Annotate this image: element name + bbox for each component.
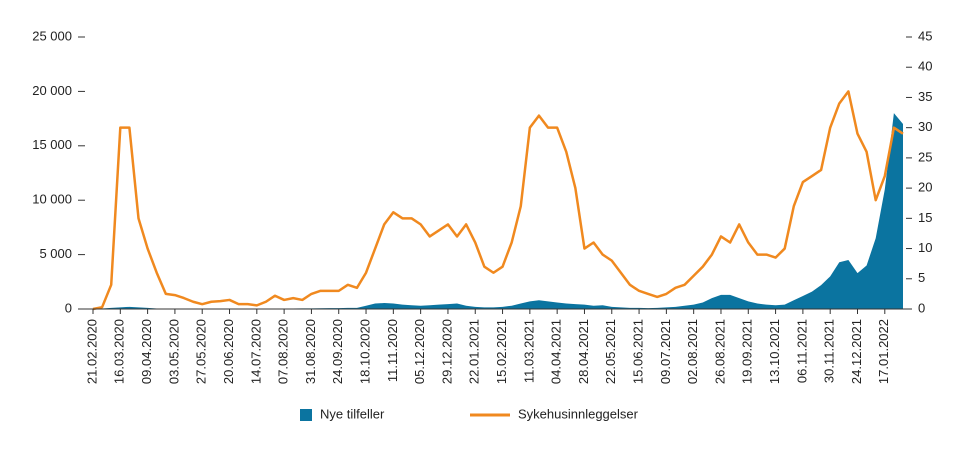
y2-tick-label: 15 [918,210,932,225]
line [92,90,904,311]
y-tick-label: 15 000 [32,137,72,152]
x-tick-label: 13.10.2021 [767,319,782,384]
y-tick-label: 20 000 [32,83,72,98]
y-tick-label: 25 000 [32,28,72,43]
x-tick-label: 04.04.2021 [549,319,564,384]
x-tick-label: 17.01.2022 [876,319,891,384]
y2-tick-label: 35 [918,89,932,104]
x-tick-label: 15.06.2021 [631,319,646,384]
y-tick-label: 10 000 [32,192,72,207]
x-tick-label: 14.07.2020 [248,319,263,384]
y-tick-label: 5 000 [39,246,72,261]
x-tick-label: 31.08.2020 [303,319,318,384]
x-tick-label: 03.05.2020 [166,319,181,384]
x-tick-label: 26.08.2021 [712,319,727,384]
x-tick-label: 22.05.2021 [603,319,618,384]
x-tick-label: 05.12.2020 [412,319,427,384]
x-tick-label: 22.01.2021 [467,319,482,384]
x-tick-label: 19.09.2021 [740,319,755,384]
x-tick-label: 06.11.2021 [794,319,809,383]
x-tick-label: 20.06.2020 [221,319,236,384]
legend-swatch [300,409,312,421]
x-tick-label: 09.04.2020 [139,319,154,384]
y2-tick-label: 25 [918,149,932,164]
x-tick-label: 07.08.2020 [276,319,291,384]
x-tick-label: 24.12.2021 [849,319,864,384]
x-tick-label: 30.11.2021 [822,319,837,383]
x-tick-label: 29.12.2020 [439,319,454,384]
x-tick-label: 21.02.2020 [84,319,99,384]
x-tick-label: 15.02.2021 [494,319,509,384]
x-tick-label: 02.08.2021 [685,319,700,384]
legend-label: Sykehusinnleggelser [518,406,639,421]
y2-tick-label: 0 [918,300,925,315]
x-tick-label: 16.03.2020 [112,319,127,384]
y2-tick-label: 40 [918,59,932,74]
y2-tick-label: 10 [918,240,932,255]
y2-tick-label: 5 [918,270,925,285]
x-tick-label: 28.04.2021 [576,319,591,384]
y-tick-label: 0 [65,300,72,315]
x-tick-label: 18.10.2020 [357,319,372,384]
x-tick-label: 11.03.2021 [521,319,536,383]
y2-tick-label: 20 [918,180,932,195]
x-tick-label: 09.07.2021 [658,319,673,384]
x-tick-label: 27.05.2020 [194,319,209,384]
legend-label: Nye tilfeller [320,406,385,421]
y2-tick-label: 45 [918,28,932,43]
x-tick-label: 24.09.2020 [330,319,345,384]
y2-tick-label: 30 [918,119,932,134]
area [93,113,903,309]
x-tick-label: 11.11.2020 [385,319,400,382]
